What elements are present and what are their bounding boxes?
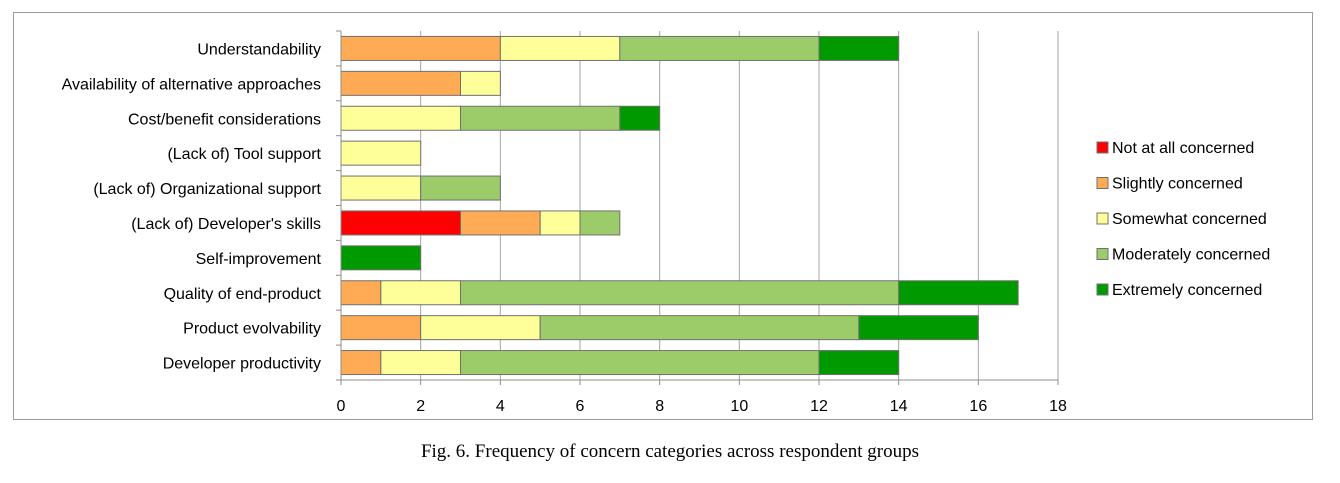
legend-label: Slightly concerned: [1112, 176, 1243, 193]
legend-swatch: [1096, 177, 1109, 189]
x-tick-label: 2: [416, 398, 425, 415]
legend: Not at all concerned Slightly concerned So…: [1096, 140, 1270, 299]
x-tick-label: 8: [655, 398, 664, 415]
bar-8-series-3: [380, 280, 462, 306]
category-label: (Lack of) Tool support: [167, 146, 321, 163]
legend-label: Not at all concerned: [1112, 140, 1254, 157]
bar-3-series-5: [619, 105, 661, 131]
category-label: Cost/benefit considerations: [128, 111, 321, 128]
bar-10-series-3: [380, 350, 462, 376]
legend-label: Moderately concerned: [1112, 247, 1270, 264]
x-tick-label: 16: [969, 398, 987, 415]
bar-4-series-3: [340, 140, 422, 166]
bar-10-series-2: [340, 350, 382, 376]
x-tick-label: 0: [337, 398, 346, 415]
bars: [340, 35, 1019, 376]
bar-9-series-4: [539, 315, 860, 341]
bar-6-series-2: [460, 210, 541, 236]
bar-1-series-3: [499, 35, 621, 61]
legend-swatch: [1096, 141, 1109, 154]
bar-2-series-3: [460, 70, 501, 96]
category-labels: Understandability Availability of alterna…: [62, 41, 322, 372]
bar-8-series-2: [340, 280, 382, 306]
bar-6-series-1: [340, 210, 461, 236]
bar-9-series-5: [858, 315, 979, 341]
bar-9-series-2: [340, 315, 422, 341]
category-label: Self-improvement: [196, 251, 322, 268]
legend-label: Extremely concerned: [1112, 282, 1262, 299]
category-label: Developer productivity: [163, 356, 321, 373]
bar-1-series-5: [818, 35, 900, 61]
x-tick-label: 12: [810, 398, 828, 415]
x-tick-label: 10: [730, 398, 748, 415]
bar-1-series-2: [340, 35, 501, 61]
figure-caption: Fig. 6. Frequency of concern categories …: [420, 441, 920, 462]
bar-1-series-4: [619, 35, 820, 61]
bar-5-series-4: [420, 175, 501, 201]
x-tick-labels: 0 2 4 6 8 10 12 14 16 18: [337, 398, 1067, 415]
bar-7-series-5: [340, 245, 422, 271]
x-tick-label: 14: [890, 398, 908, 415]
bar-3-series-3: [340, 105, 461, 131]
bar-8-series-4: [460, 280, 900, 306]
bar-10-series-4: [460, 350, 820, 376]
axes: [336, 30, 1059, 385]
category-label: (Lack of) Organizational support: [93, 181, 321, 198]
bar-5-series-3: [340, 175, 422, 201]
legend-swatch: [1096, 212, 1109, 225]
bar-3-series-4: [460, 105, 621, 131]
bar-6-series-4: [579, 210, 621, 236]
legend-label: Somewhat concerned: [1112, 211, 1267, 228]
stacked-bar-chart: Understandability Availability of alterna…: [62, 30, 1270, 415]
legend-swatch: [1096, 248, 1109, 260]
bar-8-series-5: [898, 280, 1019, 306]
category-label: Product evolvability: [183, 321, 321, 338]
category-label: Availability of alternative approaches: [62, 76, 321, 93]
x-tick-label: 18: [1049, 398, 1067, 415]
bar-2-series-2: [340, 70, 461, 96]
category-label: Quality of end-product: [164, 286, 322, 303]
x-tick-label: 6: [576, 398, 585, 415]
category-label: (Lack of) Developer's skills: [131, 216, 321, 233]
bar-9-series-3: [420, 315, 541, 341]
x-tick-label: 4: [496, 398, 505, 415]
category-label: Understandability: [197, 41, 321, 58]
bar-10-series-5: [818, 350, 900, 376]
bar-6-series-3: [539, 210, 581, 236]
legend-swatch: [1096, 283, 1109, 296]
